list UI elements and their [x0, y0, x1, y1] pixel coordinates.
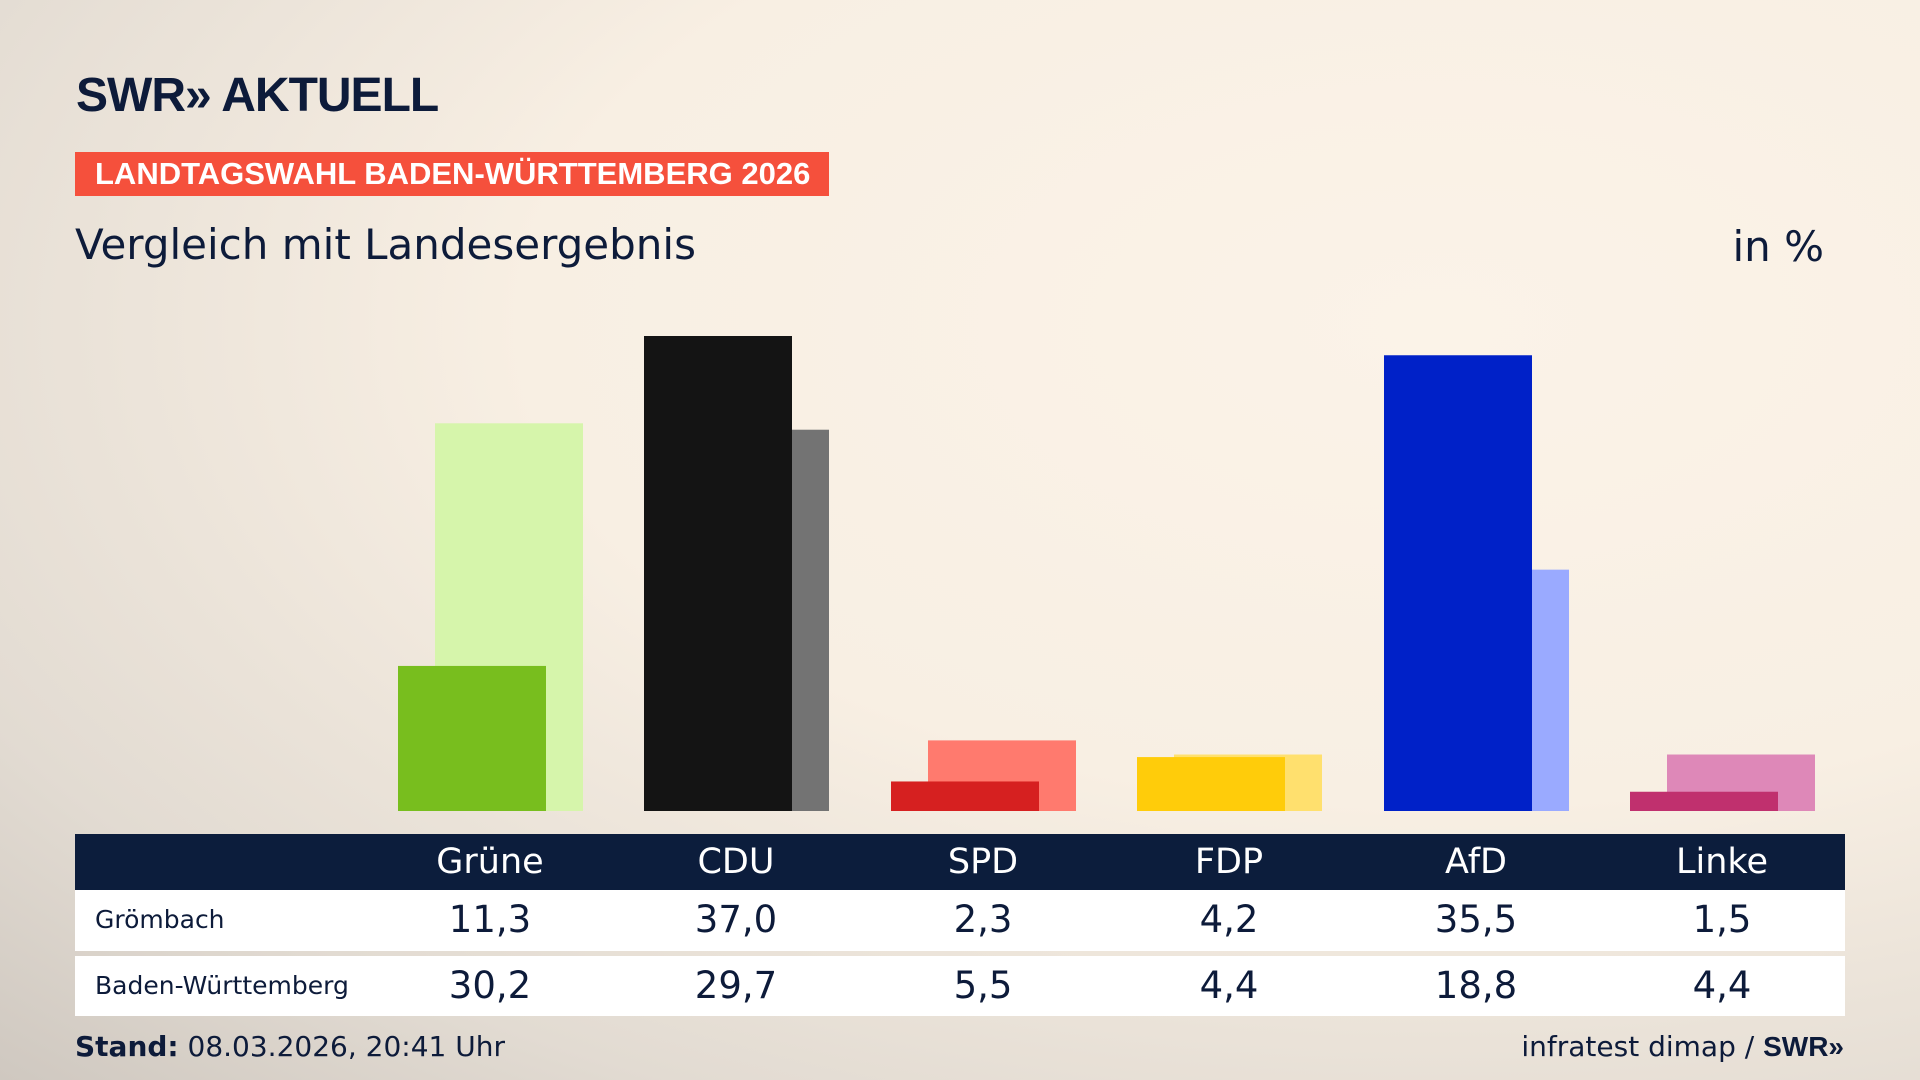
value-cell: 4,4	[1199, 964, 1259, 1007]
value-cell: 5,5	[953, 964, 1013, 1007]
swr-aktuell-logo: SWR» AKTUELL	[76, 69, 439, 122]
bar-cdu-local	[644, 336, 792, 811]
source: infratest dimap / SWR»	[1521, 1030, 1844, 1063]
row-label: Baden-Württemberg	[95, 971, 349, 1000]
table-row: Grömbach 11,3 37,0 2,3 4,2 35,5 1,5	[75, 890, 1845, 951]
value-cell: 4,2	[1199, 898, 1259, 941]
source-text: infratest dimap /	[1521, 1030, 1764, 1063]
timestamp: Stand: 08.03.2026, 20:41 Uhr	[75, 1030, 505, 1063]
value-cell: 4,4	[1692, 964, 1752, 1007]
value-cell: 18,8	[1434, 964, 1518, 1007]
value-cell: 37,0	[694, 898, 778, 941]
timestamp-label: Stand:	[75, 1030, 179, 1063]
table-row: Baden-Württemberg 30,2 29,7 5,5 4,4 18,8 4,4	[75, 956, 1845, 1016]
election-banner: LANDTAGSWAHL BADEN-WÜRTTEMBERG 2026	[75, 152, 829, 196]
bar-afd-local	[1384, 355, 1532, 811]
bar-spd-local	[891, 781, 1039, 811]
column-header: FDP	[1194, 842, 1264, 882]
value-cell: 29,7	[694, 964, 778, 1007]
value-cell: 2,3	[953, 898, 1013, 941]
row-label: Grömbach	[95, 905, 225, 934]
unit-label: in %	[1732, 222, 1824, 271]
column-header: Linke	[1676, 842, 1768, 882]
timestamp-value: 08.03.2026, 20:41 Uhr	[178, 1030, 505, 1063]
swr-logo: SWR»	[1763, 1031, 1844, 1062]
value-cell: 35,5	[1434, 898, 1518, 941]
value-cell: 30,2	[448, 964, 532, 1007]
column-header: SPD	[947, 842, 1019, 882]
results-table: Grüne CDU SPD FDP AfD Linke Grömbach 11,3 37,0…	[75, 834, 1845, 1016]
value-cell: 1,5	[1692, 898, 1752, 941]
bar-chart	[398, 336, 1815, 811]
bar-fdp-local	[1137, 757, 1285, 811]
bar-grüne-local	[398, 665, 546, 811]
column-header: Grüne	[436, 842, 544, 882]
bar-linke-local	[1630, 791, 1778, 811]
value-cell: 11,3	[448, 898, 532, 941]
column-header: CDU	[697, 842, 775, 882]
column-header: AfD	[1445, 842, 1507, 882]
chart-subtitle: Vergleich mit Landesergebnis	[75, 220, 696, 269]
table-header: Grüne CDU SPD FDP AfD Linke	[75, 834, 1845, 890]
